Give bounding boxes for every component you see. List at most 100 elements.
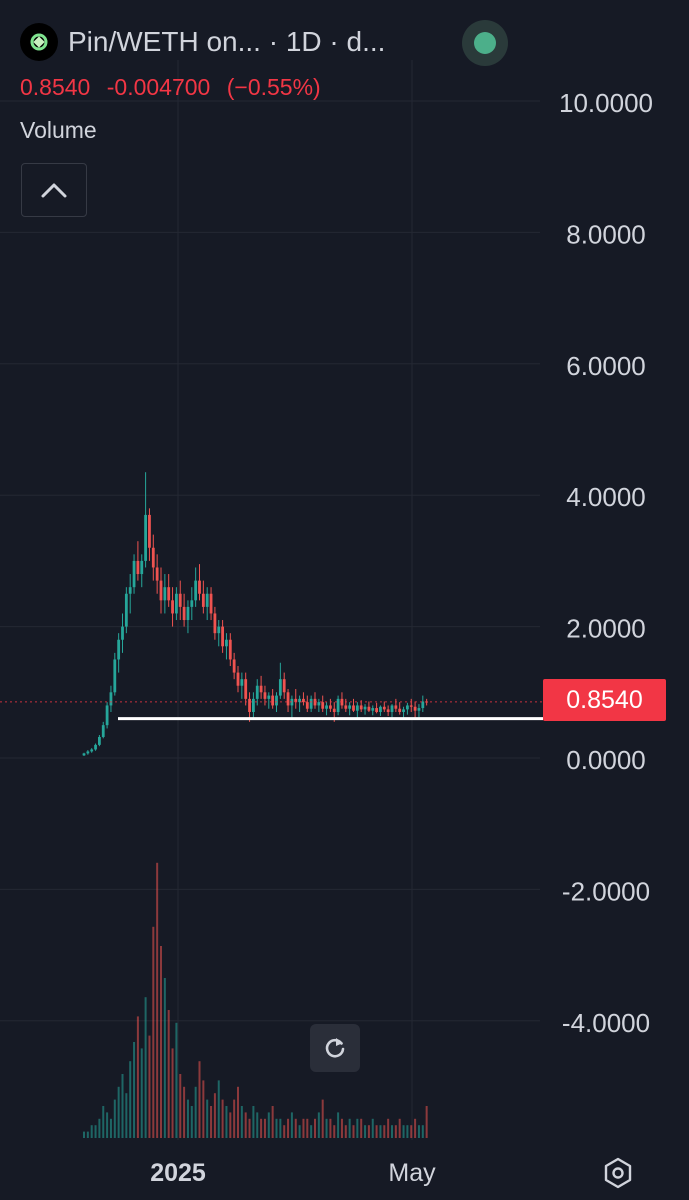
volume-bar [229, 1112, 232, 1138]
volume-bar [140, 1048, 143, 1138]
x-axis[interactable]: 2025 May [150, 1159, 436, 1187]
candle-body [178, 593, 182, 607]
volume-bar [213, 1093, 216, 1138]
volume-bar [340, 1118, 343, 1138]
candle-body [144, 514, 147, 561]
y-axis[interactable]: 10.0000 8.0000 6.0000 4.0000 2.0000 0.0000 -2.… [559, 88, 653, 1038]
candle-body [379, 706, 382, 713]
volume-bar [271, 1106, 274, 1138]
volume-bar [133, 1042, 136, 1138]
volume-bar [364, 1125, 367, 1138]
volume-bar [121, 1074, 124, 1138]
chevron-up-icon [41, 183, 67, 198]
candle-body [267, 695, 271, 699]
volume-bar [298, 1125, 301, 1138]
candle-body [167, 587, 171, 601]
token-logo-icon [20, 23, 58, 61]
candle-body [240, 679, 244, 686]
volume-bar [306, 1118, 309, 1138]
symbol-title[interactable]: Pin/WETH on... · 1D · d... [68, 26, 386, 57]
volume-bar [391, 1125, 393, 1138]
volume-bar [233, 1099, 236, 1138]
volume-bar [367, 1125, 370, 1138]
candle-body [163, 587, 167, 601]
y-tick-label: 0.0000 [566, 745, 646, 775]
price-summary: 0.8540 -0.004700 (−0.55%) [20, 74, 331, 101]
volume-bar [106, 1112, 109, 1138]
chart-settings-button[interactable] [598, 1153, 638, 1193]
candle-body [175, 593, 178, 614]
candle-body [329, 705, 332, 709]
volume-bar [90, 1125, 93, 1138]
volume-bar [144, 997, 147, 1138]
volume-bar [321, 1099, 324, 1138]
candle-body [305, 702, 309, 709]
y-tick-label: 6.0000 [566, 351, 646, 381]
candle-body [101, 725, 105, 737]
volume-bar [190, 1106, 193, 1138]
volume-indicator-label[interactable]: Volume [20, 117, 97, 143]
candle-body [390, 705, 394, 713]
chart-grid [0, 60, 540, 1140]
candle-body [194, 580, 198, 601]
candle-body [294, 698, 298, 703]
candle-body [417, 708, 421, 711]
candle-body [124, 593, 128, 627]
candle-body [159, 580, 163, 601]
candle-body [244, 679, 248, 699]
volume-bar [344, 1125, 347, 1138]
volume-bar [237, 1086, 239, 1138]
volume-bar [406, 1125, 409, 1138]
candle-body [252, 698, 255, 713]
volume-bar [425, 1106, 428, 1138]
volume-bar [156, 862, 159, 1138]
candle-body [121, 626, 124, 640]
volume-bar [125, 1093, 128, 1138]
volume-bar [387, 1118, 390, 1138]
reset-chart-button[interactable] [310, 1024, 360, 1072]
collapse-indicators-button[interactable] [21, 163, 87, 217]
price-change: -0.004700 [106, 74, 211, 100]
candle-body [398, 708, 402, 713]
volume-bar [348, 1118, 351, 1138]
volume-bar [129, 1061, 132, 1138]
candle-body [367, 706, 371, 711]
y-tick-label: 10.0000 [559, 88, 653, 118]
candle-body [355, 705, 359, 711]
candle-body [217, 626, 221, 634]
volume-bar [167, 1010, 170, 1138]
market-status-button[interactable] [462, 20, 508, 66]
volume-bar [421, 1125, 424, 1138]
candle-body [402, 709, 405, 713]
candle-body [409, 705, 413, 707]
volume-bar [98, 1118, 101, 1138]
price-change-percent: (−0.55%) [226, 74, 321, 100]
x-tick-label: May [388, 1159, 436, 1187]
volume-bar [171, 1048, 174, 1138]
volume-bar [360, 1118, 363, 1138]
candle-body [302, 698, 305, 703]
volume-bar [352, 1125, 355, 1138]
candle-body [228, 639, 232, 660]
candle-body [259, 685, 263, 693]
x-tick-label: 2025 [150, 1159, 206, 1187]
candle-body [94, 744, 97, 750]
candle-body [382, 706, 386, 710]
volume-bar [410, 1125, 413, 1138]
candle-body [248, 698, 251, 713]
volume-bar [210, 1106, 213, 1138]
volume-bar [394, 1125, 397, 1138]
candle-body [221, 626, 224, 647]
volume-bar [152, 926, 155, 1138]
volume-bar [294, 1118, 297, 1138]
volume-bar [417, 1125, 420, 1138]
candle-body [406, 705, 409, 710]
candle-body [286, 692, 290, 706]
candle-body [128, 587, 132, 594]
candle-body [182, 606, 186, 621]
candle-body [136, 560, 140, 575]
volume-bar [414, 1118, 417, 1138]
candle-body [198, 580, 201, 594]
candle-body [213, 613, 217, 634]
